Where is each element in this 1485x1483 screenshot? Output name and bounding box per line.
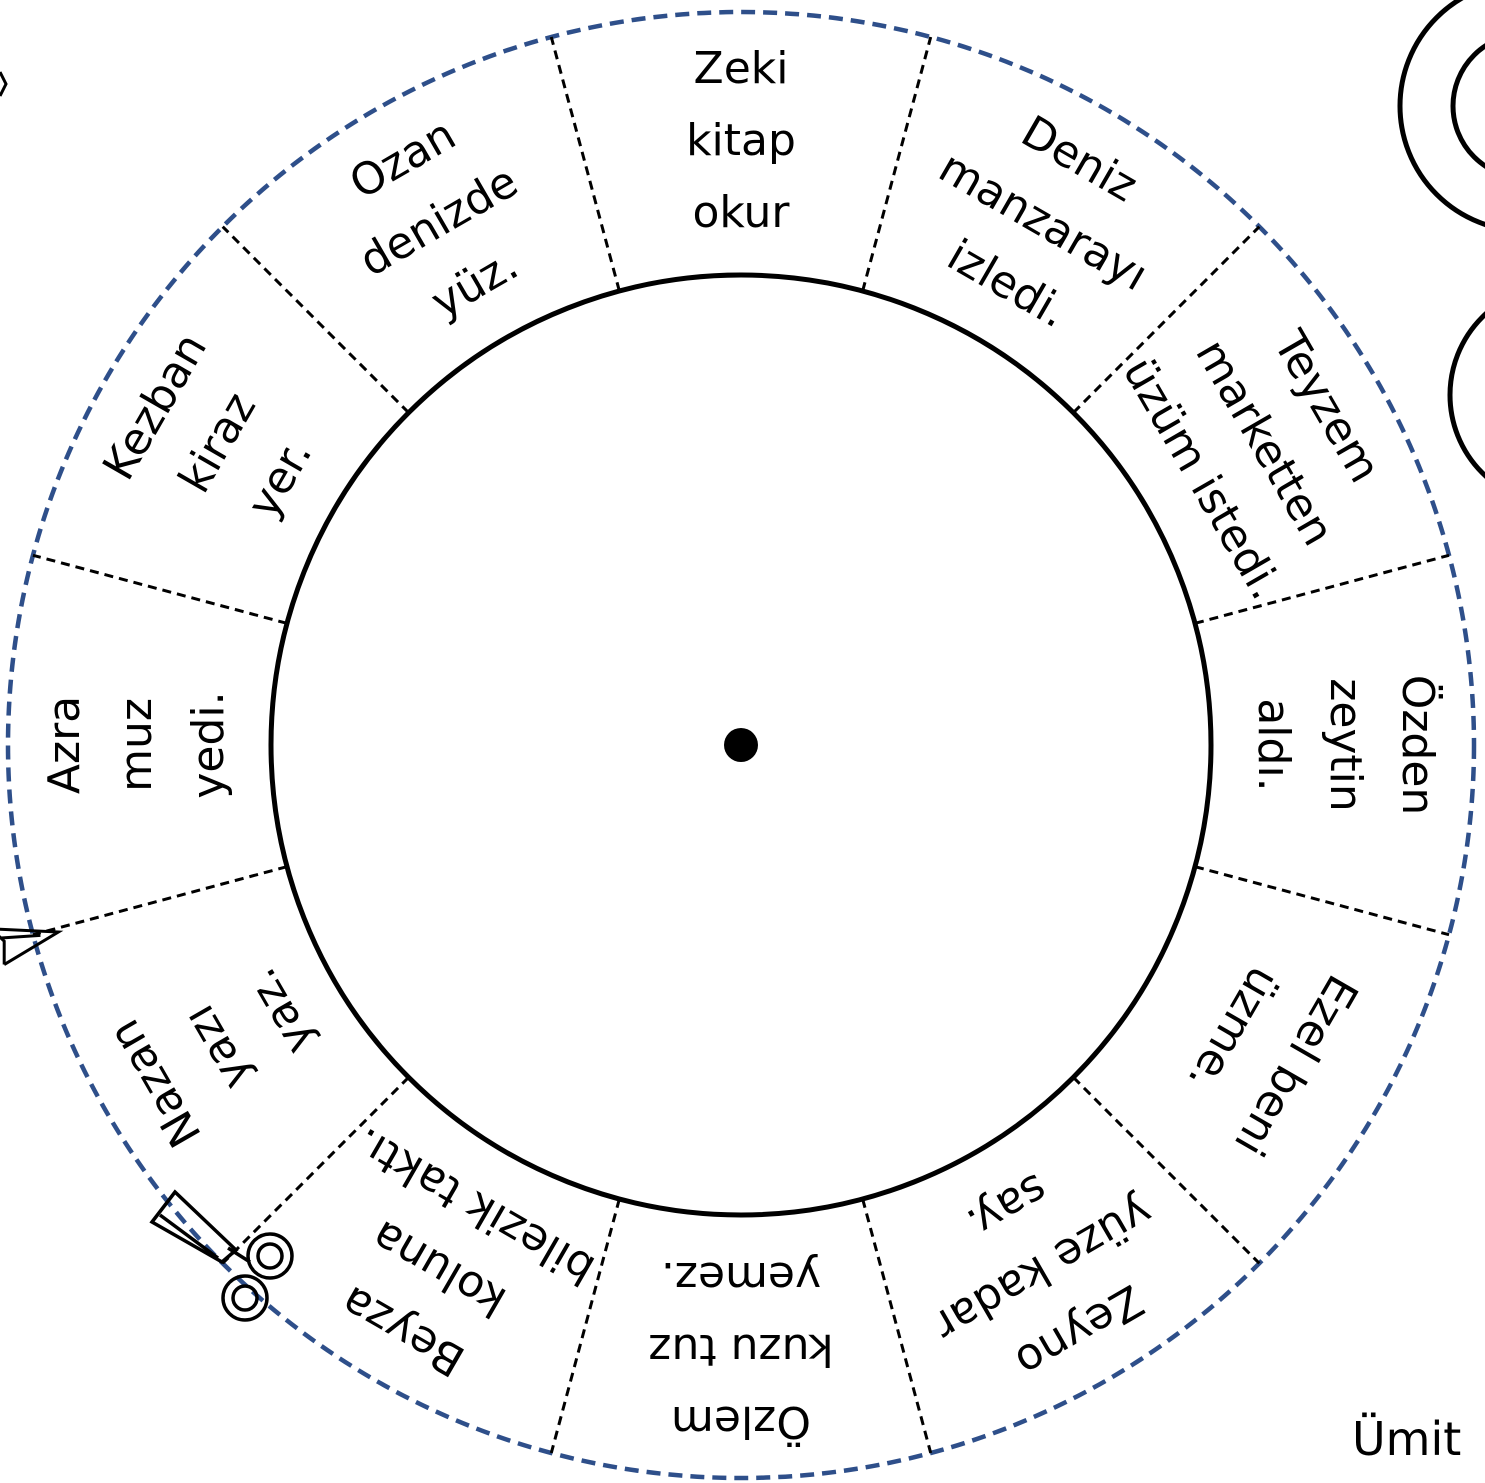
segment-text-line: kuzu tuz (648, 1324, 833, 1375)
segment-text-line: yazı (173, 996, 261, 1098)
segment-divider (32, 553, 288, 625)
segment-text-line: muz (111, 698, 162, 792)
segment-divider (1194, 865, 1450, 937)
author-name: Ümit (1352, 1412, 1462, 1466)
wheel-segment: Özden zeytin aldı. (1248, 675, 1444, 816)
segment-text-line: kitap (686, 115, 796, 166)
wheel-segment: Zeki kitap okur (686, 43, 796, 238)
segment-text-line: Azra (39, 696, 90, 794)
wheel-segment: Azra muz yedi. (39, 691, 234, 798)
segment-text-line: yemez. (661, 1252, 821, 1303)
outer-cut-circle (5, 9, 1477, 1481)
segment-text-line: say. (958, 1163, 1056, 1249)
scissors-icon (149, 1189, 294, 1322)
segment-text-line: yer. (237, 431, 322, 527)
segment-divider (861, 36, 933, 292)
wheel-segment: Özlem kuzu tuz yemez. (648, 1252, 833, 1448)
adjacent-wheel-arcs (1397, 0, 1485, 479)
segment-text-line: yaz. (235, 959, 324, 1063)
segment-divider (861, 1198, 933, 1454)
segment-divider (549, 36, 621, 292)
arrow-mark (0, 71, 8, 97)
segment-text-line: okur (692, 187, 790, 238)
scissors-icon (0, 927, 64, 966)
segment-text-line: yüz. (423, 239, 527, 329)
center-dot (724, 728, 758, 762)
segment-text-line: Özden (1392, 675, 1444, 816)
segment-text-line: aldı. (1248, 698, 1299, 791)
segment-divider (32, 865, 288, 937)
segment-text-line: zeytin (1320, 678, 1371, 812)
segment-text-line: Özlem (671, 1396, 811, 1448)
segment-text-line: Zeki (694, 43, 789, 94)
segment-text-line: yedi. (183, 691, 234, 798)
